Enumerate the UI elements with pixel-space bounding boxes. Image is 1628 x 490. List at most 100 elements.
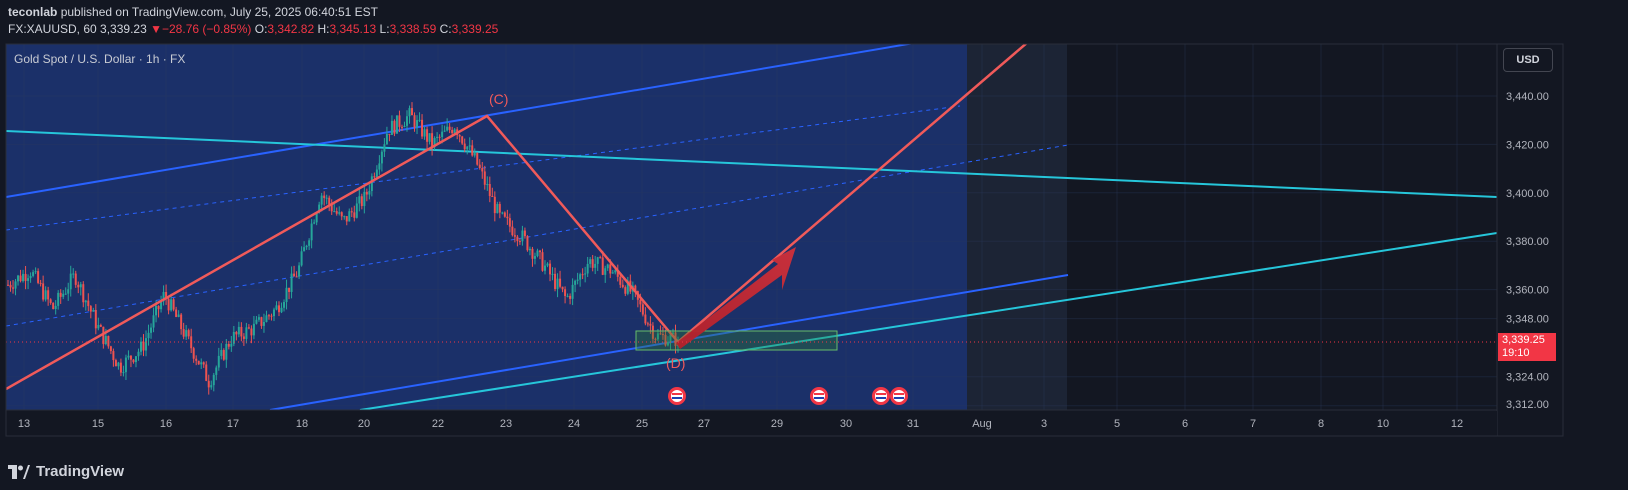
candle-body	[599, 257, 602, 259]
candle-body	[343, 216, 346, 218]
symbol-description: Gold Spot / U.S. Dollar · 1h · FX	[14, 52, 186, 66]
candle-body	[270, 315, 273, 317]
candle-body	[649, 323, 652, 326]
candle-body	[378, 163, 381, 170]
time-tick-label: 27	[698, 418, 710, 430]
candle-body	[262, 321, 265, 326]
candle-body	[280, 307, 283, 313]
candle-body	[496, 204, 499, 214]
candle-body	[14, 281, 17, 289]
candle-body	[325, 197, 328, 199]
change-down-icon: ▼	[150, 22, 162, 36]
candle-body	[59, 292, 62, 297]
candle-body	[69, 273, 72, 290]
candle-body	[441, 131, 444, 138]
candle-body	[541, 252, 544, 271]
candle-body	[511, 226, 514, 236]
wave-label-d: (D)	[666, 355, 685, 371]
tradingview-logo[interactable]: TradingView	[8, 463, 124, 480]
candle-body	[428, 133, 431, 142]
candle-body	[225, 343, 228, 360]
candle-body	[380, 151, 383, 164]
candle-body	[187, 330, 190, 337]
us-flag-event-icon[interactable]	[810, 387, 828, 405]
time-tick-label: 8	[1318, 418, 1324, 430]
candle-body	[546, 263, 549, 266]
candle-body	[82, 284, 85, 303]
candle-body	[87, 300, 90, 307]
candle-body	[528, 248, 531, 251]
currency-button[interactable]: USD	[1503, 48, 1553, 72]
wave-label-c: (C)	[489, 91, 508, 107]
candle-body	[594, 263, 597, 268]
candle-body	[92, 310, 95, 312]
candle-body	[659, 333, 662, 335]
candle-body	[212, 374, 215, 386]
time-tick-label: 13	[18, 418, 30, 430]
candle-body	[443, 130, 446, 132]
open-label: O:	[254, 22, 268, 36]
candle-body	[564, 289, 567, 297]
us-flag-event-icon[interactable]	[872, 387, 890, 405]
wave-line-red	[6, 44, 1028, 391]
candle-body	[49, 299, 52, 303]
candle-body	[320, 195, 323, 205]
candle-body	[363, 191, 366, 207]
candle-body	[400, 126, 403, 128]
candle-body	[340, 212, 343, 217]
candle-body	[17, 275, 20, 282]
time-tick-label: 24	[568, 418, 580, 430]
tradingview-brand: TradingView	[36, 463, 125, 480]
time-tick-label: 3	[1041, 418, 1047, 430]
candle-body	[64, 293, 67, 295]
price-tick-label: 3,380.00	[1506, 236, 1549, 248]
candle-body	[488, 184, 491, 197]
author-name[interactable]: teconlab	[8, 5, 58, 19]
candle-body	[318, 204, 321, 213]
event-markers[interactable]	[668, 387, 908, 405]
candle-body	[483, 171, 486, 185]
candle-body	[385, 133, 388, 145]
candle-body	[551, 273, 554, 275]
time-axis[interactable]: 13 15 16 17 18 20 22 23 24 25 27 29 30 31 Aug 3 5 6 7 8 10 12	[18, 418, 1463, 430]
candle-body	[37, 271, 40, 283]
candle-body	[644, 314, 647, 324]
price-axis[interactable]: 3,440.00 3,420.00 3,400.00 3,380.00 3,360.00…	[1506, 91, 1549, 411]
candle-body	[129, 355, 132, 360]
candle-body	[411, 108, 414, 116]
candle-body	[62, 293, 65, 297]
candle-body	[285, 287, 288, 303]
candle-body	[267, 315, 270, 317]
channel-upper-line	[6, 44, 915, 198]
candle-body	[554, 273, 557, 289]
price-tag-countdown: 19:10	[1502, 347, 1530, 359]
candle-body	[383, 144, 386, 152]
candle-body	[303, 247, 306, 252]
candle-body	[468, 145, 471, 147]
candle-body	[446, 126, 449, 131]
candle-body	[104, 336, 107, 345]
candle-body	[278, 305, 281, 313]
candle-body	[388, 133, 391, 135]
candle-body	[453, 129, 456, 134]
price-change: −28.76 (−0.85%)	[162, 22, 252, 36]
candle-body	[669, 334, 672, 343]
current-price-tag: 3,339.25 19:10	[1498, 333, 1556, 361]
candle-body	[295, 276, 298, 278]
candle-body	[162, 291, 165, 302]
candle-body	[433, 138, 436, 148]
time-tick-label: 18	[296, 418, 308, 430]
candle-body	[513, 235, 516, 237]
candle-body	[205, 364, 208, 381]
candle-body	[77, 284, 80, 288]
candle-body	[423, 129, 426, 137]
time-tick-label: 7	[1250, 418, 1256, 430]
candle-body	[614, 270, 617, 273]
candle-body	[283, 302, 286, 308]
candle-body	[160, 301, 163, 310]
us-flag-event-icon[interactable]	[890, 387, 908, 405]
candle-body	[579, 274, 582, 280]
candle-body	[523, 230, 526, 237]
us-flag-event-icon[interactable]	[668, 387, 686, 405]
